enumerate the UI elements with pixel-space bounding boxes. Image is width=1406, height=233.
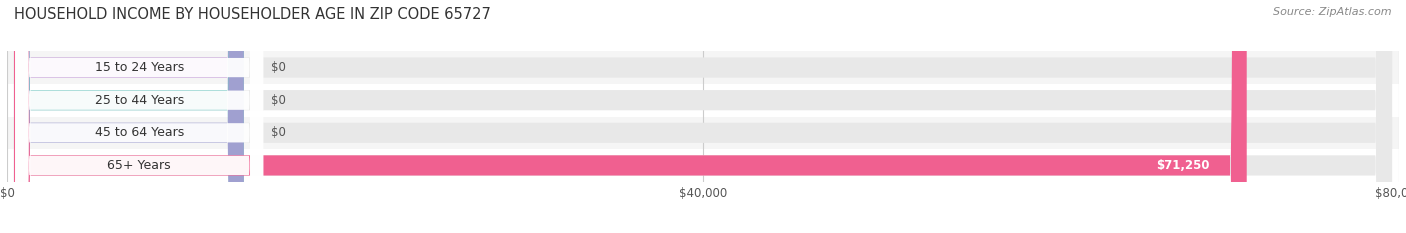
FancyBboxPatch shape [15,0,263,233]
FancyBboxPatch shape [14,0,243,233]
Text: HOUSEHOLD INCOME BY HOUSEHOLDER AGE IN ZIP CODE 65727: HOUSEHOLD INCOME BY HOUSEHOLDER AGE IN Z… [14,7,491,22]
Text: 15 to 24 Years: 15 to 24 Years [94,61,184,74]
Text: $0: $0 [271,61,287,74]
FancyBboxPatch shape [14,0,1392,233]
FancyBboxPatch shape [15,0,263,233]
Text: $0: $0 [271,126,287,139]
FancyBboxPatch shape [14,0,243,233]
Bar [7,116,1399,149]
Text: 25 to 44 Years: 25 to 44 Years [94,94,184,107]
FancyBboxPatch shape [15,0,263,233]
FancyBboxPatch shape [14,0,1392,233]
Bar [7,84,1399,116]
FancyBboxPatch shape [15,0,263,233]
Bar [7,149,1399,182]
Bar [7,51,1399,84]
Text: $0: $0 [271,94,287,107]
FancyBboxPatch shape [14,0,1392,233]
Text: $71,250: $71,250 [1156,159,1209,172]
FancyBboxPatch shape [14,0,1392,233]
Text: 65+ Years: 65+ Years [107,159,172,172]
FancyBboxPatch shape [14,0,243,233]
Text: Source: ZipAtlas.com: Source: ZipAtlas.com [1274,7,1392,17]
FancyBboxPatch shape [14,0,1247,233]
Text: 45 to 64 Years: 45 to 64 Years [94,126,184,139]
